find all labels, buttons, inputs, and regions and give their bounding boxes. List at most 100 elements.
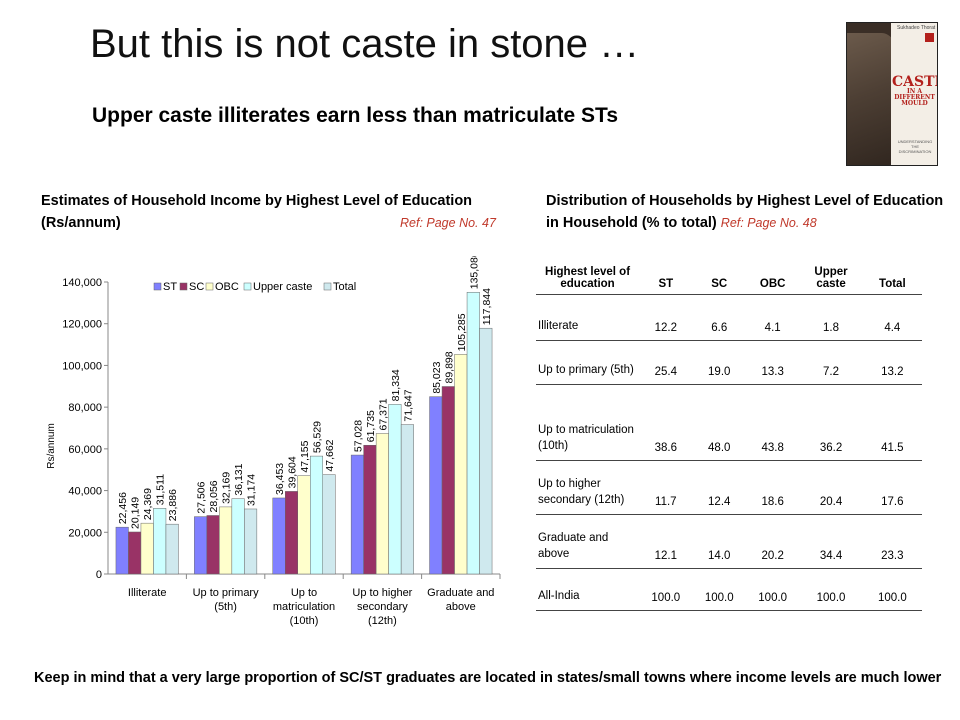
- y-axis: 0 20,000 40,000 60,000 80,000 100,000 120,000 1…: [62, 277, 501, 627]
- bar: [297, 475, 311, 575]
- slide-title: But this is not caste in stone …: [90, 22, 640, 66]
- table-row: All-India 100.0 100.0 100.0 100.0 100.0: [536, 568, 922, 611]
- table-cell: 4.4: [862, 294, 922, 341]
- x-tick-label: secondary: [357, 601, 408, 613]
- table-header-cell: Highest level of education: [536, 248, 640, 295]
- row-label: Up to higher secondary (12th): [536, 460, 640, 515]
- book-title-line: MOULD: [901, 100, 928, 107]
- data-label: 32,169: [221, 472, 233, 504]
- table-cell: 100.0: [799, 568, 863, 611]
- table-cell: 17.6: [862, 460, 922, 515]
- table-cell: 14.0: [692, 514, 746, 569]
- x-tick-label: Up to primary: [193, 587, 260, 599]
- table-cell: 19.0: [692, 340, 746, 385]
- row-label: Graduate and above: [536, 514, 640, 569]
- data-label: 39,604: [287, 456, 299, 488]
- row-label: Up to primary (5th): [536, 340, 640, 385]
- bar: [479, 327, 493, 575]
- bar: [322, 474, 336, 575]
- bar: [310, 455, 323, 575]
- table-cell: 13.3: [745, 340, 800, 385]
- legend-label: SC: [189, 281, 204, 293]
- table-cell: 43.8: [745, 384, 800, 461]
- table-cell: 100.0: [692, 568, 746, 611]
- y-tick-label: 0: [96, 569, 102, 581]
- bar: [140, 522, 154, 575]
- bar: [400, 424, 414, 575]
- x-tick-label: (5th): [214, 601, 237, 613]
- table-cell: 12.2: [639, 294, 693, 341]
- data-label: 31,174: [246, 474, 258, 506]
- legend-swatch: [153, 282, 162, 291]
- legend: ST SC OBC Upper caste Total: [153, 281, 356, 293]
- data-label: 24,369: [142, 488, 154, 520]
- table-cell: 25.4: [639, 340, 693, 385]
- table-cell: 48.0: [692, 384, 746, 461]
- table-heading-text: Distribution of Households by Highest Le…: [546, 193, 944, 231]
- table-header-cell: Total: [862, 248, 922, 295]
- table-cell: 12.4: [692, 460, 746, 515]
- x-tick-label: Up to: [291, 587, 317, 599]
- y-tick-label: 120,000: [62, 319, 102, 331]
- bar: [441, 386, 455, 575]
- table-cell: 1.8: [799, 294, 863, 341]
- data-label: 89,898: [443, 351, 455, 383]
- y-axis-label: Rs/annum: [46, 423, 57, 469]
- data-label: 36,131: [233, 463, 245, 495]
- table-header-cell: ST: [639, 248, 693, 295]
- bar: [454, 354, 468, 575]
- data-label: 20,149: [130, 497, 142, 529]
- legend-swatch: [205, 282, 214, 291]
- row-label: All-India: [536, 568, 640, 611]
- table-header-cell: Upper caste: [799, 248, 863, 295]
- table-header-row: Highest level of education ST SC OBC Upper c…: [536, 248, 922, 295]
- table-cell: 12.1: [639, 514, 693, 569]
- legend-label: Upper caste: [253, 281, 312, 293]
- data-label: 27,506: [196, 481, 208, 513]
- legend-swatch: [323, 282, 332, 291]
- chart-reference: Ref: Page No. 47: [400, 216, 496, 230]
- x-tick-label: matriculation: [273, 601, 335, 613]
- bar: [219, 506, 233, 575]
- book-title-line: IN A: [906, 88, 923, 95]
- bars: [115, 291, 493, 575]
- y-tick-label: 20,000: [68, 527, 102, 539]
- y-tick-label: 60,000: [68, 444, 102, 456]
- table-row: Illiterate 12.2 6.6 4.1 1.8 4.4: [536, 294, 922, 341]
- x-tick-label: above: [446, 601, 476, 613]
- book-cover-image: Sukhadeo Thorat CASTE IN A DIFFERENT MOU…: [846, 22, 938, 166]
- data-label: 105,285: [456, 313, 468, 351]
- x-tick-label: Up to higher: [352, 587, 412, 599]
- book-title-line: DIFFERENT: [894, 94, 935, 101]
- y-tick-label: 40,000: [68, 486, 102, 498]
- y-tick-label: 140,000: [62, 277, 102, 289]
- book-title-panel: [891, 23, 937, 165]
- table-cell: 18.6: [745, 460, 800, 515]
- table-reference: Ref: Page No. 48: [720, 216, 817, 230]
- bar: [350, 454, 364, 575]
- bar: [388, 404, 402, 575]
- table-cell: 38.6: [639, 384, 693, 461]
- bar: [429, 396, 443, 575]
- table-cell: 13.2: [862, 340, 922, 385]
- data-label: 47,155: [299, 440, 311, 472]
- data-label: 67,371: [377, 398, 389, 430]
- data-label: 56,529: [312, 421, 324, 453]
- table-cell: 11.7: [639, 460, 693, 515]
- table-row: Up to primary (5th) 25.4 19.0 13.3 7.2 13.2: [536, 340, 922, 385]
- book-subtitle: UNDERSTANDING THE DISCRIMINATION: [897, 139, 933, 154]
- bar: [285, 491, 298, 575]
- income-bar-chart: 0 20,000 40,000 60,000 80,000 100,000 120,000 1…: [46, 251, 501, 627]
- table-cell: 7.2: [799, 340, 863, 385]
- bar: [194, 516, 208, 575]
- data-label: 36,453: [274, 463, 286, 495]
- table-cell: 20.4: [799, 460, 863, 515]
- distribution-table: Highest level of education ST SC OBC Upper c…: [536, 248, 922, 611]
- bar: [375, 433, 389, 575]
- bar: [244, 508, 258, 575]
- footer-note: Keep in mind that a very large proportio…: [34, 670, 942, 686]
- table-cell: 100.0: [862, 568, 922, 611]
- table-row: Graduate and above 12.1 14.0 20.2 34.4 23.3: [536, 514, 922, 569]
- table-cell: 41.5: [862, 384, 922, 461]
- table-cell: 23.3: [862, 514, 922, 569]
